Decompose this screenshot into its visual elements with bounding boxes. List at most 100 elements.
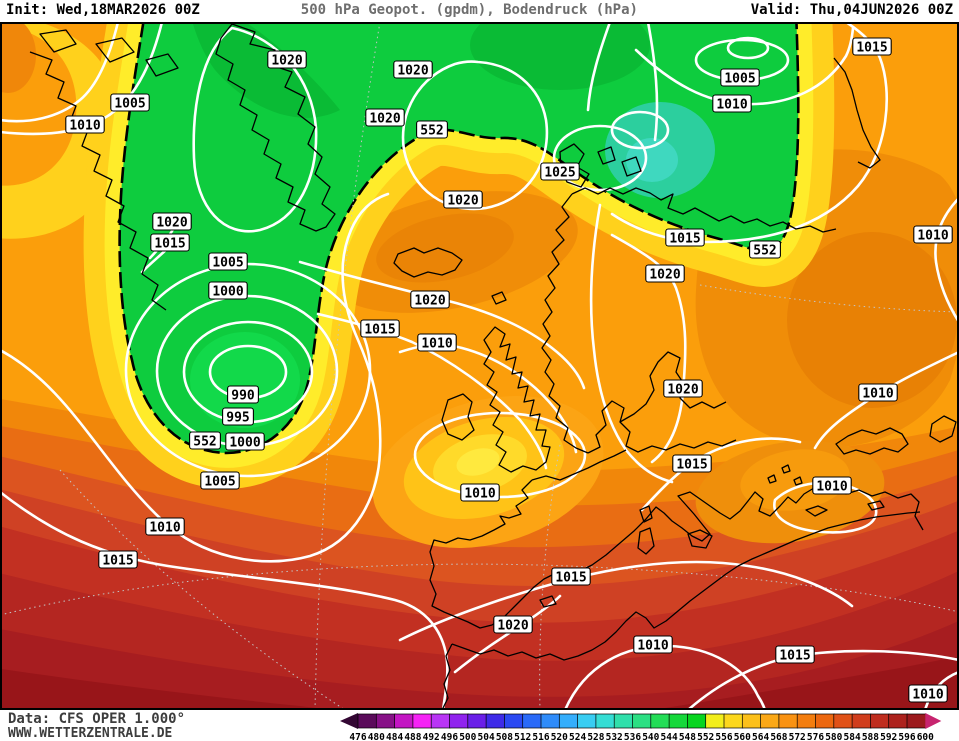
colorbar-tick: 584 [844, 732, 861, 741]
map-area[interactable]: 1010 1005 1020 1020 1020 1020 1025 1005 1010 1015… [0, 22, 959, 710]
svg-text:552: 552 [753, 244, 776, 259]
colorbar-tick: 500 [459, 732, 476, 741]
isobar-label: 1010 [633, 635, 673, 654]
colorbar-segment [705, 713, 725, 729]
colorbar-tick: 540 [642, 732, 659, 741]
svg-text:1020: 1020 [414, 294, 445, 309]
colorbar-tick: 592 [880, 732, 897, 741]
isobar-label: 1010 [417, 333, 457, 352]
colorbar-segment [668, 713, 689, 729]
colorbar-tick: 488 [404, 732, 421, 741]
colorbar-segment [613, 713, 634, 729]
svg-text:1015: 1015 [779, 649, 810, 664]
colorbar-segment [687, 713, 707, 729]
colorbar-tick: 568 [770, 732, 787, 741]
svg-text:1020: 1020 [667, 383, 698, 398]
init-datetime: Init: Wed,18MAR2026 00Z [6, 2, 200, 18]
map-title: 500 hPa Geopot. (gpdm), Bodendruck (hPa) [300, 2, 638, 18]
colorbar-tick: 600 [917, 732, 934, 741]
isobar-label: 1015 [665, 228, 705, 247]
isobar-label: 995 [222, 407, 254, 426]
isobar-label: 1015 [98, 550, 138, 569]
colorbar-segment [430, 713, 451, 729]
colorbar-segment [504, 713, 524, 729]
colorbar-right-arrow [925, 713, 942, 729]
isobar-label: 1010 [812, 476, 852, 495]
map-footer: Data: CFS OPER 1.000° WWW.WETTERZENTRALE… [0, 710, 959, 741]
svg-text:1010: 1010 [421, 337, 452, 352]
isobar-lines [0, 22, 959, 710]
colorbar-segment [815, 713, 835, 729]
colorbar-tick: 484 [386, 732, 403, 741]
website-label[interactable]: WWW.WETTERZENTRALE.DE [8, 726, 173, 741]
colorbar-segment [833, 713, 854, 729]
colorbar-segment [632, 713, 652, 729]
svg-text:1010: 1010 [464, 487, 495, 502]
colorbar-tick: 496 [441, 732, 458, 741]
colorbar-segment [522, 713, 542, 729]
svg-text:1020: 1020 [156, 216, 187, 231]
svg-text:1020: 1020 [369, 112, 400, 127]
colorbar-segment [741, 713, 762, 729]
isobar-label: 1015 [360, 319, 400, 338]
colorbar-segment [870, 713, 890, 729]
isobar-label: 1005 [720, 68, 760, 87]
isobar-label: 1010 [460, 483, 500, 502]
svg-text:1010: 1010 [716, 98, 747, 113]
colorbar-segment [577, 713, 597, 729]
isobar-label: 1015 [775, 645, 815, 664]
isobar-label: 1015 [672, 454, 712, 473]
isobar-label: 1020 [493, 615, 533, 634]
colorbar-left-arrow [340, 713, 358, 729]
colorbar-tick: 480 [368, 732, 385, 741]
svg-text:1015: 1015 [676, 458, 707, 473]
geopotential-label: 552 [189, 431, 221, 450]
svg-text:1020: 1020 [497, 619, 528, 634]
colorbar-segment [778, 713, 799, 729]
svg-text:1010: 1010 [862, 387, 893, 402]
isobar-label: 1010 [145, 517, 185, 536]
colorbar-segment [650, 713, 671, 729]
svg-text:1010: 1010 [149, 521, 180, 536]
isobar-label: 1010 [913, 225, 953, 244]
svg-text:1010: 1010 [816, 480, 847, 495]
colorbar-segment [595, 713, 616, 729]
svg-text:1005: 1005 [724, 72, 755, 87]
colorbar-tick: 524 [569, 732, 586, 741]
isobar-label: 1010 [908, 684, 948, 703]
isobar-label: 1005 [200, 471, 240, 490]
svg-text:1020: 1020 [271, 54, 302, 69]
colorbar-segment [851, 713, 872, 729]
colorbar-tick: 580 [825, 732, 842, 741]
colorbar-segment [723, 713, 744, 729]
colorbar-segment [412, 713, 433, 729]
colorbar-segment [357, 713, 378, 729]
colorbar-segment [375, 713, 396, 729]
map-frame [0, 22, 959, 710]
svg-text:1005: 1005 [114, 97, 145, 112]
isobar-label: 1020 [645, 264, 685, 283]
svg-text:990: 990 [231, 389, 255, 404]
svg-text:1005: 1005 [212, 256, 243, 271]
geopotential-label: 552 [749, 240, 781, 259]
colorbar-tick: 492 [423, 732, 440, 741]
svg-text:1015: 1015 [669, 232, 700, 247]
colorbar-tick: 544 [661, 732, 678, 741]
isobar-label: 1015 [150, 233, 190, 252]
svg-text:1015: 1015 [856, 41, 887, 56]
colorbar-tick: 504 [478, 732, 495, 741]
svg-text:1020: 1020 [447, 194, 478, 209]
isobar-label: 1020 [152, 212, 192, 231]
colorbar-segment [796, 713, 817, 729]
isobar-label: 1005 [208, 252, 248, 271]
isobar-label: 1015 [551, 567, 591, 586]
colorbar-segment [540, 713, 561, 729]
colorbar-tick: 560 [734, 732, 751, 741]
colorbar-tick: 564 [752, 732, 769, 741]
svg-text:1015: 1015 [555, 571, 586, 586]
svg-text:1000: 1000 [229, 436, 260, 451]
colorbar-segment [467, 713, 488, 729]
svg-text:1010: 1010 [637, 639, 668, 654]
weather-chart-svg: 1010 1005 1020 1020 1020 1020 1025 1005 1010 1015… [0, 22, 959, 710]
isobar-label: 1010 [712, 94, 752, 113]
